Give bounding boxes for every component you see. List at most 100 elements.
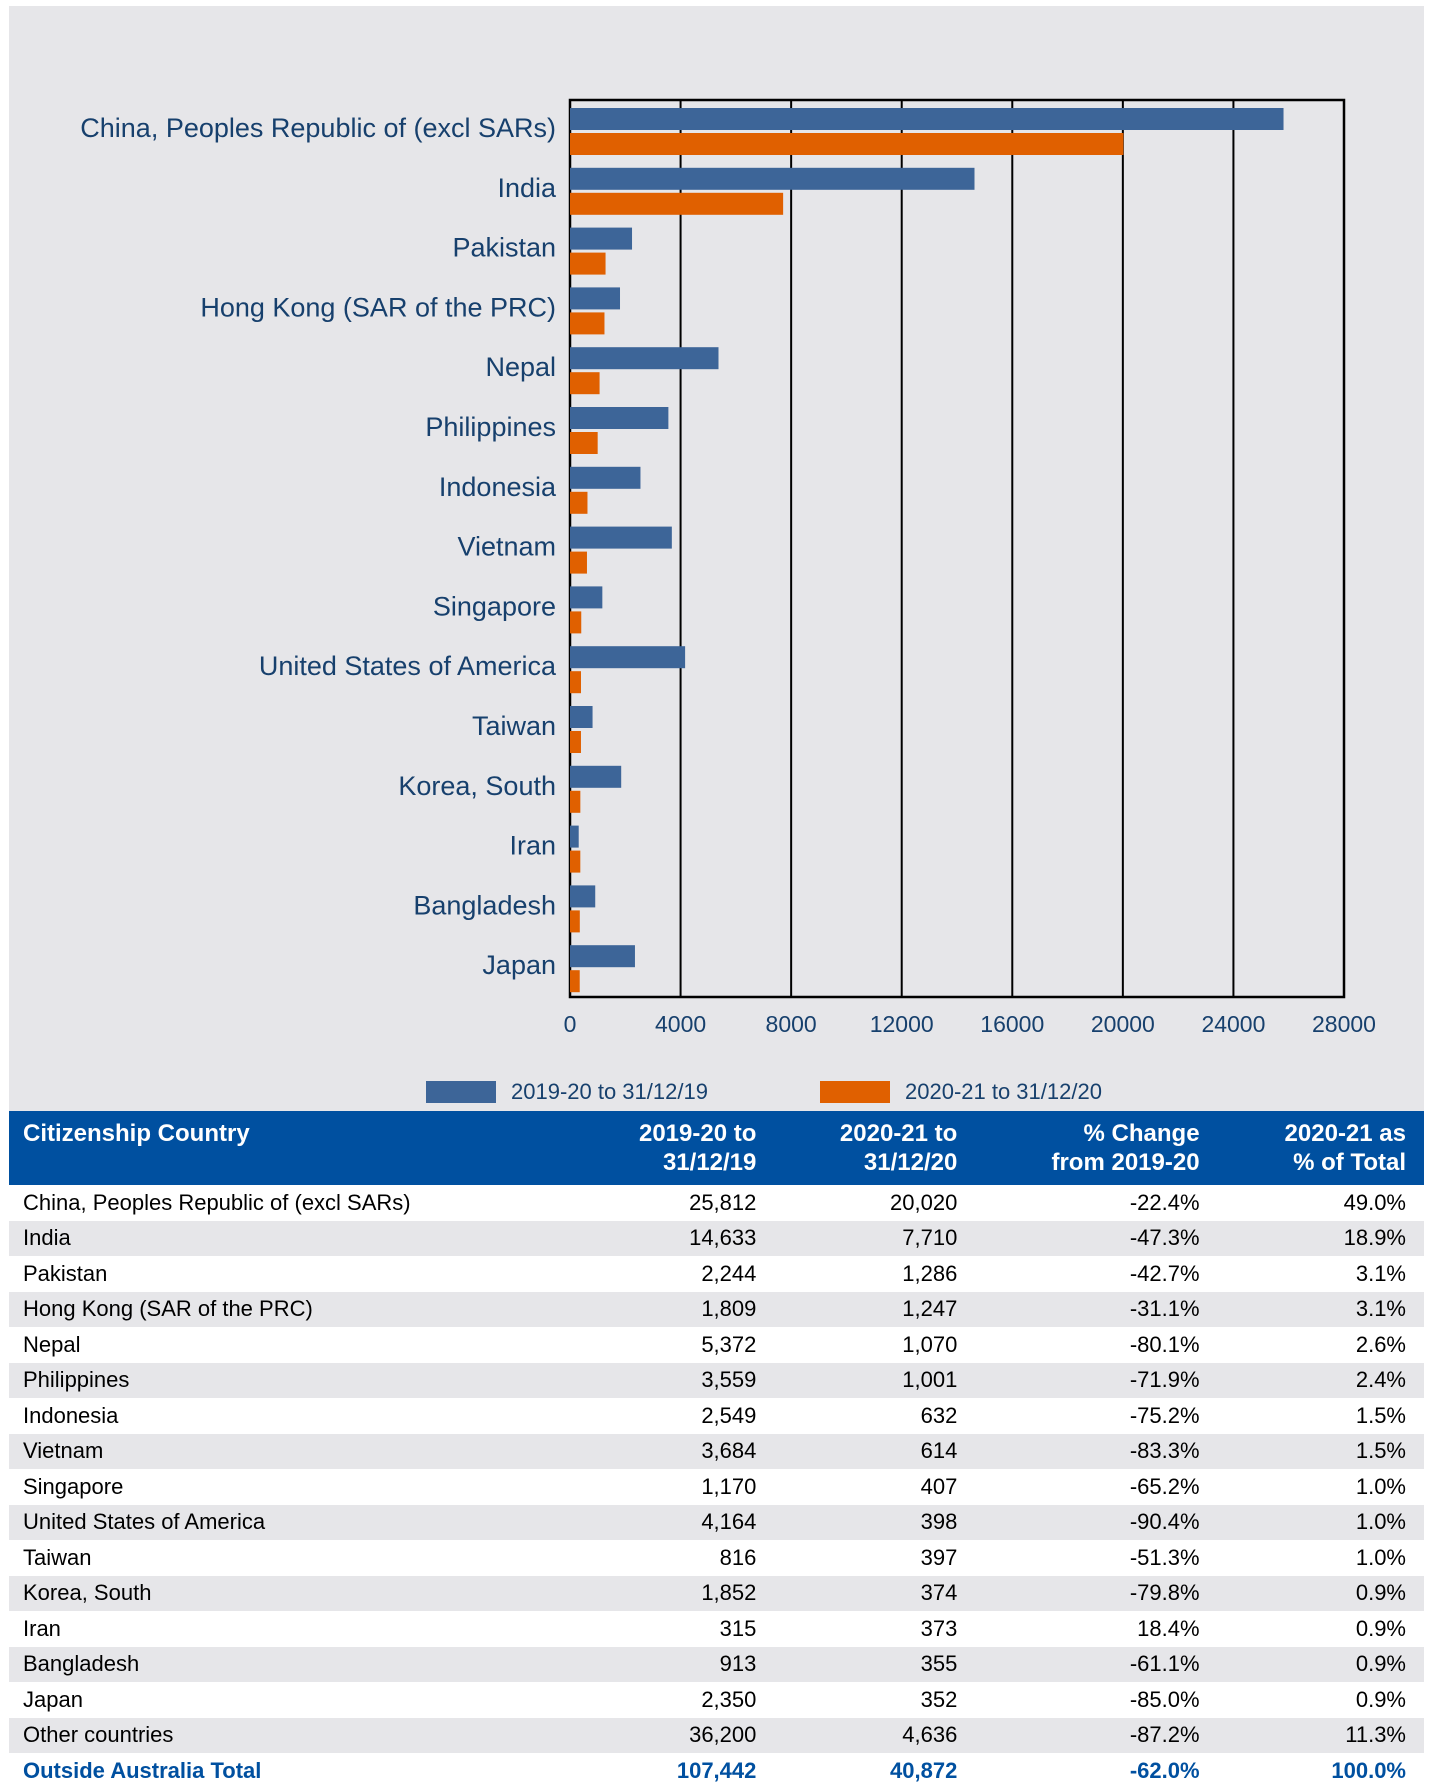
- y-tick-label: Philippines: [425, 412, 556, 442]
- bar: [570, 970, 580, 993]
- table-cell: Japan: [23, 1686, 83, 1712]
- table-cell: Hong Kong (SAR of the PRC): [9, 1291, 574, 1327]
- bar: [570, 407, 669, 429]
- table-row: Nepal 5,372 1,070 -80.1% 2.6%: [9, 1327, 1424, 1363]
- table-cell: 1.0%: [1355, 1544, 1406, 1570]
- x-tick-label: 28000: [1312, 1011, 1376, 1037]
- bar: [570, 466, 641, 489]
- bar: [570, 167, 975, 190]
- table-cell: 1.0%: [1355, 1473, 1406, 1499]
- y-tick-label: Korea, South: [398, 771, 556, 801]
- x-tick-label: 12000: [870, 1011, 934, 1037]
- table-cell: 355: [774, 1646, 976, 1682]
- y-tick-label: Vietnam: [457, 532, 556, 562]
- table-cell: 315: [719, 1615, 757, 1641]
- table-cell: 3.1%: [1217, 1291, 1424, 1327]
- table-cell: 20,020: [890, 1189, 958, 1215]
- bar: [570, 825, 579, 848]
- bar: [570, 731, 581, 753]
- y-tick-label: China, Peoples Republic of (excl SARs): [80, 113, 556, 143]
- table-cell: 2.4%: [1217, 1362, 1424, 1398]
- bar: [570, 790, 581, 813]
- x-tick-label: 24000: [1201, 1011, 1265, 1037]
- table-cell: -65.2%: [1129, 1473, 1200, 1499]
- bar: [570, 586, 603, 609]
- table-cell: 40,872: [890, 1757, 958, 1783]
- table-cell: United States of America: [9, 1504, 574, 1540]
- table-cell: -80.1%: [1129, 1331, 1200, 1357]
- bar: [570, 850, 581, 873]
- table-cell: 49.0%: [1343, 1189, 1406, 1215]
- x-tick-label: 16000: [980, 1011, 1044, 1037]
- table-cell: -47.3%: [975, 1220, 1218, 1256]
- table-cell: -42.7%: [1129, 1260, 1200, 1286]
- bar: [570, 671, 582, 694]
- table-row: Hong Kong (SAR of the PRC) 1,809 1,247 -31.…: [9, 1291, 1424, 1327]
- table-cell: 25,812: [689, 1189, 757, 1215]
- x-tick-label: 4000: [655, 1011, 706, 1037]
- table-cell: 1,809: [573, 1291, 775, 1327]
- table-cell: -22.4%: [1129, 1189, 1200, 1215]
- table-row: Japan 2,350 352 -85.0% 0.9%: [9, 1682, 1424, 1718]
- table-cell: 100.0%: [1331, 1757, 1406, 1783]
- table-cell: 632: [920, 1402, 958, 1428]
- table-cell: 1,070: [902, 1331, 958, 1357]
- table-row: Bangladesh 913 355 -61.1% 0.9%: [9, 1646, 1424, 1682]
- table-cell: 36,200: [573, 1717, 775, 1753]
- data-table: Citizenship Country 2019-20 to 31/12/19 20…: [9, 1111, 1424, 1783]
- chart: 0 4000 8000 12000 16000 20000 24000 28000 China,…: [9, 6, 1424, 1111]
- total-row: Outside Australia Total 107,442 40,872 -62.…: [9, 1753, 1424, 1783]
- y-tick-label: Hong Kong (SAR of the PRC): [200, 292, 556, 322]
- column-header: Citizenship Country: [9, 1111, 574, 1185]
- column-header: 2020-21 as % of Total: [1217, 1111, 1424, 1185]
- table-cell: Pakistan: [23, 1260, 108, 1286]
- table-cell: 1.0%: [1217, 1504, 1424, 1540]
- table-cell: -79.8%: [975, 1575, 1218, 1611]
- bar: [570, 945, 635, 968]
- table-cell: 3.1%: [1355, 1260, 1406, 1286]
- table-cell: -85.0%: [1129, 1686, 1200, 1712]
- legend-swatch: [426, 1081, 496, 1103]
- y-tick-label: Indonesia: [439, 472, 557, 502]
- table-cell: 352: [920, 1686, 958, 1712]
- table-cell: 1,001: [774, 1362, 976, 1398]
- column-header: % Change from 2019-20: [975, 1111, 1218, 1185]
- table-row: Philippines 3,559 1,001 -71.9% 2.4%: [9, 1362, 1424, 1398]
- table-cell: 107,442: [676, 1757, 757, 1783]
- y-tick-label: Nepal: [485, 352, 556, 382]
- bar: [570, 885, 596, 908]
- legend-swatch: [820, 1081, 890, 1103]
- table-cell: 397: [920, 1544, 958, 1570]
- bar: [570, 372, 600, 395]
- table-cell: 0.9%: [1355, 1686, 1406, 1712]
- table-cell: 1,247: [774, 1291, 976, 1327]
- column-header: 2020-21 to 31/12/20: [774, 1111, 976, 1185]
- table-cell: 4,164: [573, 1504, 775, 1540]
- table-cell: -83.3%: [975, 1433, 1218, 1469]
- table-row: China, Peoples Republic of (excl SARs) 25…: [9, 1185, 1424, 1221]
- legend-label: 2020-21 to 31/12/20: [905, 1079, 1102, 1104]
- bar: [570, 227, 633, 250]
- table-cell: 1.5%: [1217, 1433, 1424, 1469]
- table-row: Singapore 1,170 407 -65.2% 1.0%: [9, 1469, 1424, 1505]
- x-tick-label: 8000: [766, 1011, 817, 1037]
- bar: [570, 133, 1124, 155]
- y-tick-label: Iran: [509, 831, 556, 861]
- y-tick-label: Singapore: [433, 591, 556, 621]
- table-cell: 7,710: [774, 1220, 976, 1256]
- table-cell: 614: [774, 1433, 976, 1469]
- table-cell: -71.9%: [975, 1362, 1218, 1398]
- table-row: Indonesia 2,549 632 -75.2% 1.5%: [9, 1398, 1424, 1434]
- table-cell: 0.9%: [1355, 1615, 1406, 1641]
- table-cell: Bangladesh: [9, 1646, 574, 1682]
- table-cell: 1,286: [902, 1260, 958, 1286]
- bar: [570, 108, 1284, 130]
- table-cell: 3,559: [573, 1362, 775, 1398]
- table-cell: Outside Australia Total: [23, 1757, 262, 1783]
- bar: [570, 551, 587, 574]
- table-row: Vietnam 3,684 614 -83.3% 1.5%: [9, 1433, 1424, 1469]
- table-row: Other countries 36,200 4,636 -87.2% 11.3%: [9, 1717, 1424, 1753]
- table-cell: 1,170: [701, 1473, 757, 1499]
- table-row: India 14,633 7,710 -47.3% 18.9%: [9, 1220, 1424, 1256]
